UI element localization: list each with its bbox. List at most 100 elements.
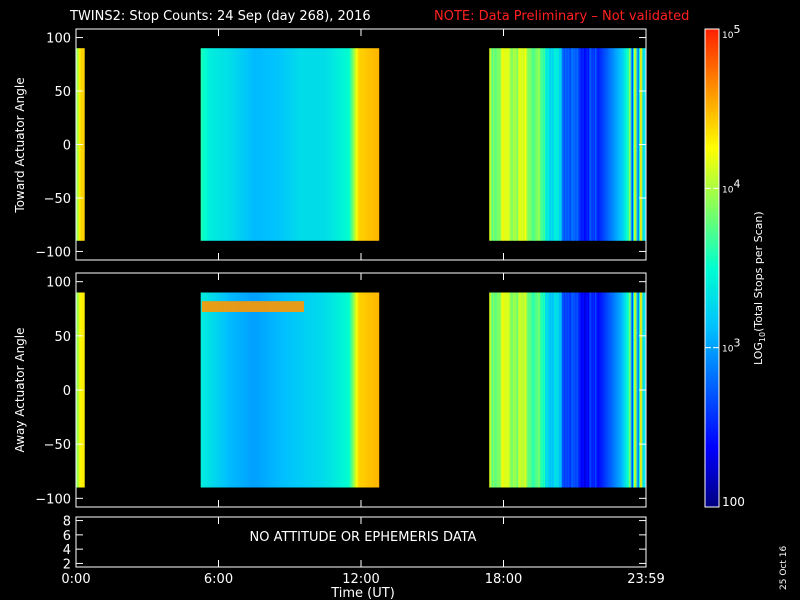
heatmap-column xyxy=(216,292,218,488)
heatmap-column xyxy=(541,292,544,488)
heatmap-column xyxy=(347,292,350,488)
heatmap-column xyxy=(267,292,269,488)
heatmap-column xyxy=(248,292,250,488)
heatmap-column xyxy=(270,292,273,488)
heatmap-column xyxy=(287,48,289,241)
heatmap-column xyxy=(627,48,629,241)
y-tick-label: 0 xyxy=(63,139,71,154)
heatmap-column xyxy=(333,292,336,488)
heatmap-column xyxy=(552,292,554,488)
heatmap-column xyxy=(511,292,514,488)
heatmap-column xyxy=(612,48,615,241)
heatmap-column xyxy=(353,48,356,241)
heatmap-column xyxy=(514,292,516,488)
heatmap-column xyxy=(560,292,563,488)
heatmap-column xyxy=(350,292,352,488)
heatmap-column xyxy=(263,292,266,488)
heatmap-column xyxy=(235,292,237,488)
heatmap-column xyxy=(624,48,627,241)
heatmap-column xyxy=(209,48,211,241)
heatmap-column xyxy=(621,48,623,241)
heatmap-column xyxy=(618,48,621,241)
heatmap-column xyxy=(289,292,292,488)
heatmap-column xyxy=(257,48,260,241)
heatmap-column xyxy=(225,48,228,241)
y-tick-label: 100 xyxy=(46,32,71,47)
heatmap-column xyxy=(369,48,371,241)
heatmap-column xyxy=(251,48,254,241)
heatmap-column xyxy=(372,48,375,241)
heatmap-column xyxy=(558,292,560,488)
heatmap-column xyxy=(575,48,578,241)
heatmap-column xyxy=(537,292,540,488)
heatmap-column xyxy=(564,292,566,488)
heatmap-column xyxy=(344,292,346,488)
heatmap-column xyxy=(497,292,500,488)
y-tick-label: 8 xyxy=(63,515,71,530)
heatmap-column xyxy=(236,48,238,241)
heatmap-column xyxy=(285,292,287,488)
heatmap-column xyxy=(522,292,525,488)
heatmap-column xyxy=(222,292,224,488)
heatmap-column xyxy=(294,292,297,488)
heatmap-column xyxy=(315,292,318,488)
heatmap-column xyxy=(209,292,211,488)
heatmap-column xyxy=(317,292,319,488)
heatmap-column xyxy=(268,48,270,241)
heatmap-column xyxy=(337,48,339,241)
heatmap-column xyxy=(489,292,491,488)
heatmap-column xyxy=(343,48,345,241)
heatmap-column xyxy=(262,48,265,241)
heatmap-column xyxy=(201,48,204,241)
heatmap-column xyxy=(589,292,591,488)
heatmap-column xyxy=(545,292,547,488)
heatmap-column xyxy=(286,48,288,241)
heatmap-column xyxy=(338,48,341,241)
heatmap-column xyxy=(515,48,517,241)
heatmap-column xyxy=(298,292,300,488)
heatmap-column xyxy=(218,48,221,241)
heatmap-column xyxy=(299,292,301,488)
heatmap-column xyxy=(635,292,637,488)
heatmap-column xyxy=(591,48,593,241)
heatmap-column xyxy=(523,48,526,241)
heatmap-column xyxy=(205,48,208,241)
heatmap-column xyxy=(211,48,213,241)
heatmap-column xyxy=(239,48,242,241)
heatmap-column xyxy=(574,48,577,241)
y-tick-label: −100 xyxy=(35,245,71,260)
heatmap-column xyxy=(266,292,268,488)
heatmap-column xyxy=(578,292,580,488)
heatmap-column xyxy=(201,292,204,488)
heatmap-column xyxy=(268,292,270,488)
heatmap-column xyxy=(509,48,512,241)
heatmap-column xyxy=(343,292,345,488)
heatmap-column xyxy=(528,48,531,241)
heatmap-column xyxy=(603,292,605,488)
heatmap-column xyxy=(353,292,356,488)
heatmap-column xyxy=(508,292,510,488)
heatmap-column xyxy=(559,292,561,488)
heatmap-column xyxy=(238,292,241,488)
heatmap-column xyxy=(237,48,240,241)
heatmap-column xyxy=(250,48,253,241)
heatmap-column xyxy=(244,48,247,241)
heatmap-column xyxy=(616,292,618,488)
heatmap-column xyxy=(592,292,595,488)
heatmap-column xyxy=(256,48,259,241)
heatmap-column xyxy=(256,292,259,488)
heatmap-column xyxy=(548,292,551,488)
heatmap-column xyxy=(245,48,248,241)
heatmap-column xyxy=(602,292,604,488)
heatmap-column xyxy=(521,48,523,241)
y-tick-label: 6 xyxy=(63,529,71,544)
heatmap-column xyxy=(498,48,501,241)
heatmap-column xyxy=(311,292,313,488)
heatmap-column xyxy=(586,292,589,488)
y-tick-label: 100 xyxy=(46,276,71,291)
heatmap-column xyxy=(324,48,326,241)
heatmap-column xyxy=(542,48,545,241)
heatmap-column xyxy=(252,48,255,241)
heatmap-column xyxy=(281,292,284,488)
heatmap-column xyxy=(273,292,275,488)
